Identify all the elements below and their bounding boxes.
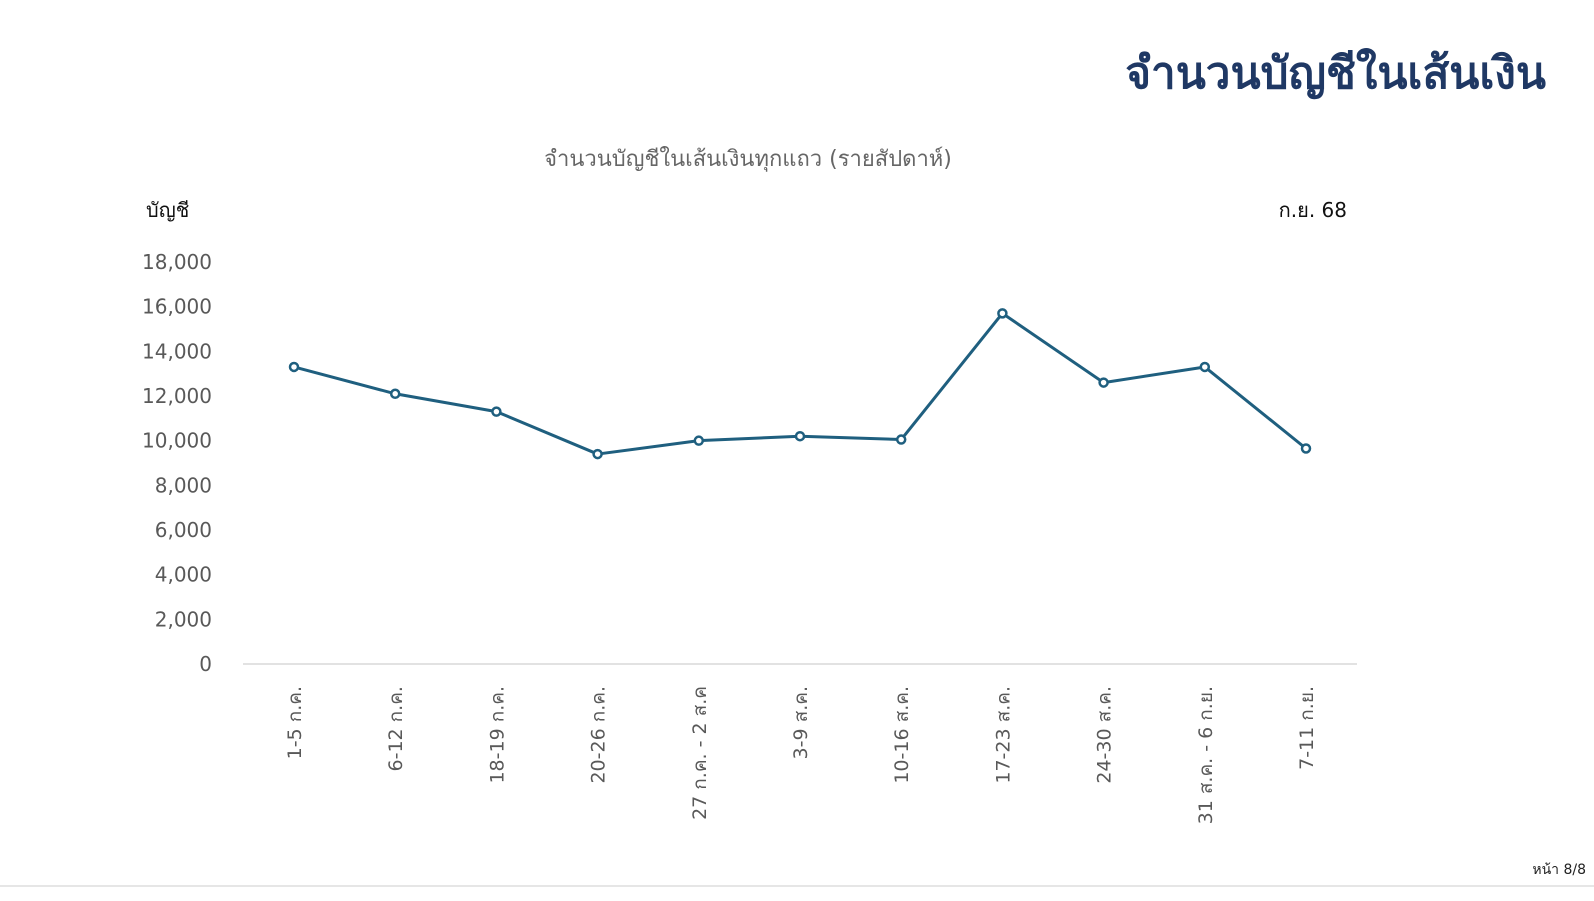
x-tick-label: 1-5 ก.ค. [284, 686, 306, 759]
chart-note: ก.ย. 68 [1279, 198, 1347, 222]
x-tick-label: 27 ก.ค. - 2 ส.ค [689, 686, 711, 820]
x-tick-label: 7-11 ก.ย. [1296, 686, 1318, 770]
y-tick-label: 14,000 [142, 339, 212, 363]
data-point [592, 448, 603, 460]
x-tick-label: 10-16 ส.ค. [891, 686, 913, 784]
slide-title: จำนวนบัญชีในเส้นเงิน [1125, 48, 1546, 99]
y-tick-label: 4,000 [155, 563, 212, 587]
data-point [1199, 361, 1211, 373]
x-tick-label: 20-26 ก.ค. [588, 686, 610, 784]
chart-title: จำนวนบัญชีในเส้นเงินทุกแถว (รายสัปดาห์) [544, 146, 952, 172]
y-tick-label: 16,000 [142, 295, 212, 319]
y-tick-label: 12,000 [142, 384, 212, 408]
x-tick-label: 24-30 ส.ค. [1094, 686, 1116, 784]
page-number: หน้า 8/8 [1532, 862, 1586, 878]
y-tick-label: 0 [199, 652, 212, 676]
x-tick-label: 17-23 ส.ค. [992, 686, 1014, 784]
data-point [693, 435, 705, 446]
data-point [491, 406, 502, 417]
x-tick-label: 3-9 ส.ค. [790, 686, 812, 759]
data-point [1098, 377, 1109, 388]
x-tick-label: 18-19 ก.ค. [486, 686, 508, 784]
y-tick-label: 2,000 [155, 607, 212, 631]
data-point [288, 361, 300, 373]
y-tick-label: 8,000 [155, 473, 212, 497]
x-tick-label: 6-12 ก.ค. [385, 686, 407, 771]
y-axis-label: บัญชี [146, 198, 189, 222]
y-tick-label: 6,000 [155, 518, 212, 542]
data-point [794, 430, 806, 442]
data-point [389, 388, 401, 400]
data-point [1300, 443, 1312, 454]
y-tick-label: 18,000 [142, 250, 212, 274]
footer-divider [0, 885, 1594, 887]
x-tick-label: 31 ส.ค. - 6 ก.ย. [1195, 686, 1217, 824]
y-tick-label: 10,000 [142, 429, 212, 453]
data-point [895, 434, 907, 445]
data-point [997, 308, 1008, 319]
